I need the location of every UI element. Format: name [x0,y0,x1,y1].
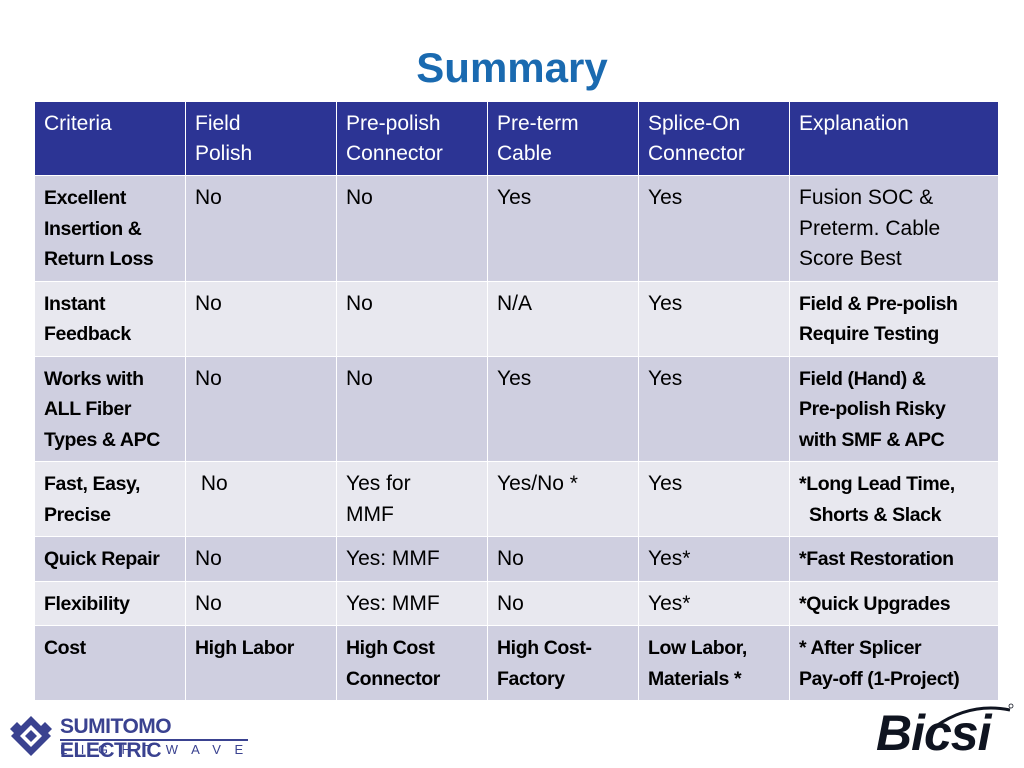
table-row: Flexibility No Yes: MMF No Yes* *Quick U… [34,580,999,626]
field-polish-cell: No [185,175,337,282]
header-splice-on-connector: Splice-On Connector [638,101,790,176]
criteria-cell: Quick Repair [34,536,186,582]
criteria-cell: Fast, Easy, Precise [34,461,186,537]
splice-on-cell: Yes [638,280,790,357]
sumitomo-diamond-icon [10,716,52,756]
slide-title: Summary [416,44,608,91]
field-polish-cell: No [185,536,337,582]
bicsi-swoosh-icon [935,703,1014,728]
table-row: Instant Feedback No No N/A Yes Field & P… [34,280,999,357]
splice-on-cell: Low Labor, Materials * [638,625,790,701]
splice-on-cell: Yes [638,461,790,537]
field-polish-cell: No [185,580,337,626]
explanation-cell: * After Splicer Pay-off (1-Project) [789,625,999,701]
header-field-polish: Field Polish [185,101,337,176]
sumitomo-electric-logo: SUMITOMO ELECTRIC LIGHTWAVE [6,712,248,762]
pre-polish-cell: Yes: MMF [336,580,488,626]
header-pre-term-cable: Pre-term Cable [487,101,639,176]
summary-table: Criteria Field Polish Pre-polish Connect… [34,101,999,701]
pre-term-cell: Yes [487,175,639,282]
pre-polish-cell: No [336,280,488,357]
pre-term-cell: N/A [487,280,639,357]
table-header-row: Criteria Field Polish Pre-polish Connect… [34,101,999,176]
header-explanation: Explanation [789,101,999,176]
field-polish-cell: No [185,280,337,357]
table-row: Works with ALL Fiber Types & APC No No Y… [34,355,999,462]
pre-term-cell: Yes/No * [487,461,639,537]
explanation-cell: *Quick Upgrades [789,580,999,626]
field-polish-cell: High Labor [185,625,337,701]
splice-on-cell: Yes* [638,580,790,626]
sumitomo-name: SUMITOMO ELECTRIC [60,715,172,762]
explanation-cell: *Fast Restoration [789,536,999,582]
bicsi-logo: Bicsi [876,700,1016,764]
pre-term-cell: No [487,536,639,582]
splice-on-cell: Yes* [638,536,790,582]
criteria-cell: Flexibility [34,580,186,626]
criteria-cell: Instant Feedback [34,280,186,357]
pre-polish-cell: Yes: MMF [336,536,488,582]
header-pre-polish-connector: Pre-polish Connector [336,101,488,176]
explanation-cell: Fusion SOC & Preterm. Cable Score Best [789,175,999,282]
field-polish-cell: No [185,461,337,537]
explanation-cell: Field & Pre-polish Require Testing [789,280,999,357]
table-row: Cost High Labor High Cost Connector High… [34,625,999,701]
explanation-cell: *Long Lead Time, Shorts & Slack [789,461,999,537]
criteria-cell: Excellent Insertion & Return Loss [34,175,186,282]
pre-term-cell: Yes [487,355,639,462]
bicsi-wordmark: Bicsi [876,705,992,761]
sumitomo-divider [60,739,248,741]
pre-polish-cell: No [336,175,488,282]
splice-on-cell: Yes [638,355,790,462]
explanation-cell: Field (Hand) & Pre-polish Risky with SMF… [789,355,999,462]
header-criteria: Criteria [34,101,186,176]
pre-term-cell: High Cost- Factory [487,625,639,701]
pre-polish-cell: No [336,355,488,462]
table-row: Fast, Easy, Precise No Yes for MMF Yes/N… [34,461,999,537]
field-polish-cell: No [185,355,337,462]
pre-polish-cell: Yes for MMF [336,461,488,537]
criteria-cell: Works with ALL Fiber Types & APC [34,355,186,462]
splice-on-cell: Yes [638,175,790,282]
table-row: Excellent Insertion & Return Loss No No … [34,175,999,282]
pre-polish-cell: High Cost Connector [336,625,488,701]
sumitomo-subname: LIGHTWAVE [60,742,257,757]
pre-term-cell: No [487,580,639,626]
table-row: Quick Repair No Yes: MMF No Yes* *Fast R… [34,536,999,582]
criteria-cell: Cost [34,625,186,701]
